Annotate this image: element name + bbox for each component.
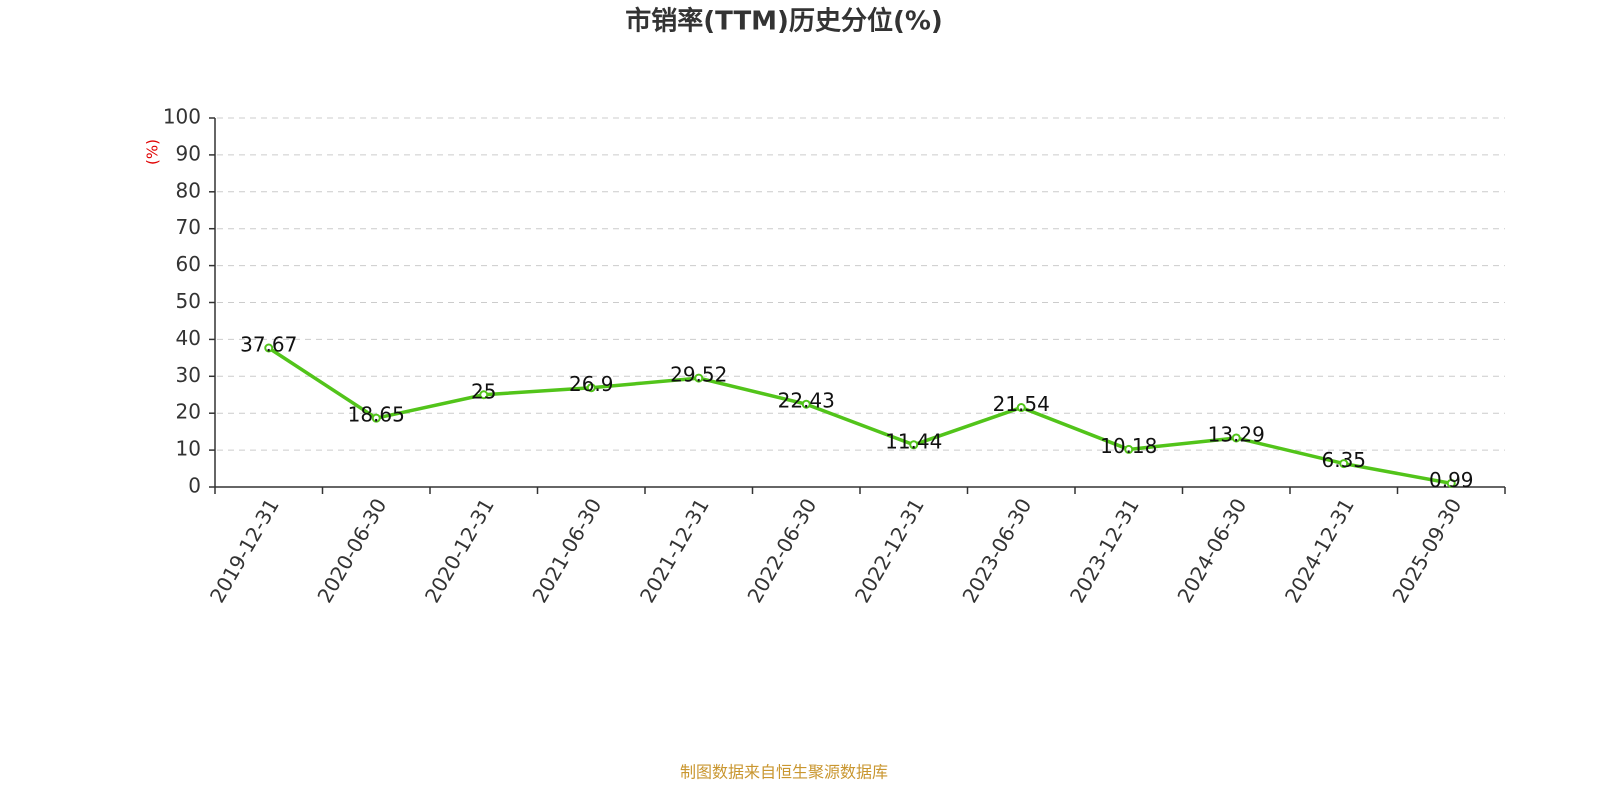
point: [694, 373, 704, 383]
y-tick-label: 50: [176, 289, 201, 313]
data-label: 37.67: [240, 332, 297, 356]
point: [801, 399, 811, 409]
data-label: 6.35: [1321, 448, 1366, 472]
data-label: 25: [471, 379, 496, 403]
y-tick-label: 30: [176, 363, 201, 387]
x-tick-label: 2022-12-31: [850, 494, 929, 607]
data-label: 26.9: [569, 372, 614, 396]
y-tick-label: 40: [176, 326, 201, 350]
data-label: 29.52: [670, 363, 727, 387]
data-label: 22.43: [778, 389, 835, 413]
point: [1231, 433, 1241, 443]
x-tick-label: 2020-12-31: [420, 494, 499, 607]
data-label: 10.18: [1100, 434, 1157, 458]
point: [371, 413, 381, 423]
y-tick-label: 60: [176, 252, 201, 276]
x-tick-label: 2023-12-31: [1065, 494, 1144, 607]
line: [267, 346, 1452, 486]
data-label: 11.44: [885, 429, 942, 453]
x-tick-label: 2020-06-30: [312, 494, 391, 607]
x-tick-label: 2021-12-31: [635, 494, 714, 607]
point: [1339, 459, 1349, 469]
point: [1016, 403, 1026, 413]
source-note: 制图数据来自恒生聚源数据库: [680, 763, 888, 782]
data-label: 0.99: [1429, 468, 1474, 492]
data-label: 21.54: [993, 392, 1050, 416]
point: [909, 440, 919, 450]
chart-title: 市销率(TTM)历史分位(%): [625, 6, 943, 37]
y-tick-label: 80: [176, 178, 201, 202]
point: [1446, 478, 1456, 488]
x-tick-label: 2021-06-30: [527, 494, 606, 607]
data-label: 13.29: [1208, 422, 1265, 446]
y-tick-label: 90: [176, 141, 201, 165]
data-label: 18.65: [348, 403, 405, 427]
x-tick-label: 2024-12-31: [1280, 494, 1359, 607]
point: [1124, 444, 1134, 454]
x-tick-label: 2025-09-30: [1387, 494, 1466, 607]
x-tick-label: 2024-06-30: [1172, 494, 1251, 607]
point: [479, 390, 489, 400]
y-tick-label: 20: [176, 400, 201, 424]
y-axis-label: (%): [144, 139, 162, 165]
y-tick-label: 10: [176, 437, 201, 461]
y-tick-label: 100: [163, 105, 201, 129]
x-tick-label: 2022-06-30: [742, 494, 821, 607]
point: [586, 383, 596, 393]
x-tick-label: 2023-06-30: [957, 494, 1036, 607]
y-tick-label: 70: [176, 215, 201, 239]
y-tick-label: 0: [188, 474, 201, 498]
point: [264, 343, 274, 353]
x-tick-label: 2019-12-31: [205, 494, 284, 607]
